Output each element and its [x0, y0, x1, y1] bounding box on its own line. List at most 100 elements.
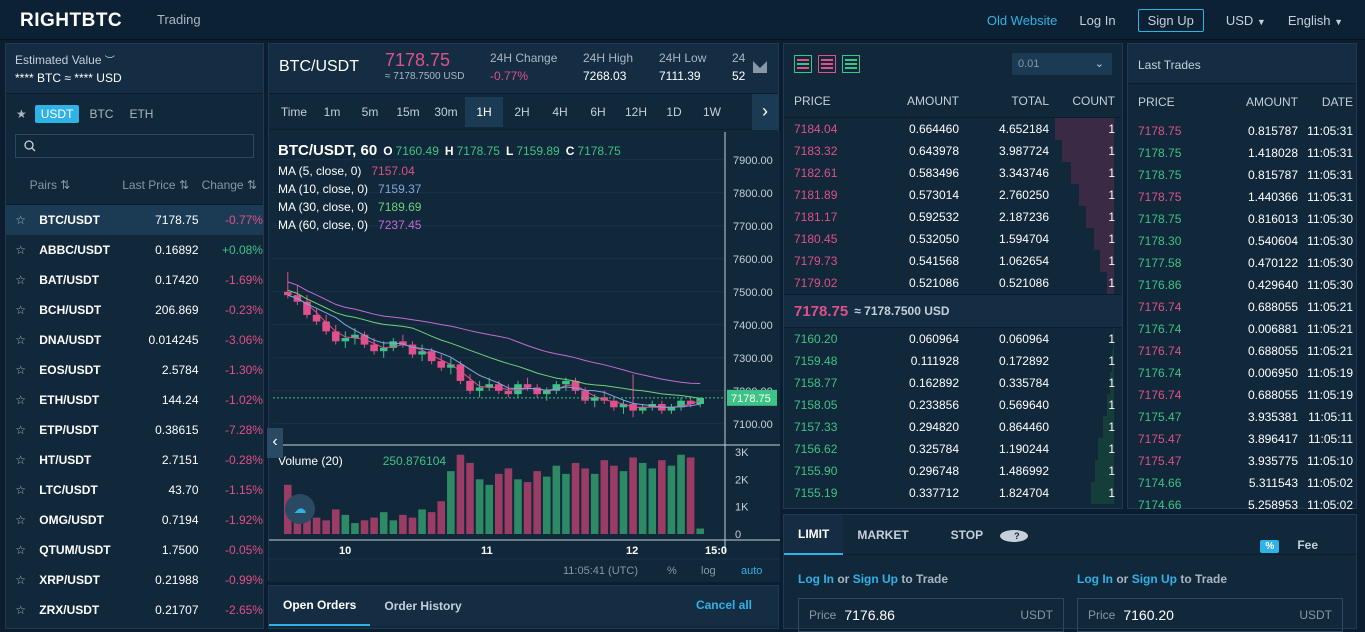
- star-icon[interactable]: ☆: [15, 453, 27, 467]
- chart-footer-auto[interactable]: auto: [741, 565, 762, 577]
- pair-row[interactable]: ☆ ZRX/USDT 0.21707 -2.65%: [6, 595, 263, 625]
- favorites-star-icon[interactable]: ★: [16, 107, 27, 121]
- buy-price-input[interactable]: Price 7176.86 USDT: [798, 598, 1064, 632]
- login-link[interactable]: Log In: [1079, 12, 1116, 28]
- col-pairs[interactable]: Pairs ⇅: [29, 177, 71, 192]
- pair-row[interactable]: ☆ QTUM/USDT 1.7500 -0.05%: [6, 535, 263, 565]
- depth-bar: [1103, 416, 1114, 438]
- tab-open-orders[interactable]: Open Orders: [269, 586, 371, 626]
- star-icon[interactable]: ☆: [15, 483, 27, 497]
- book-row[interactable]: 7155.90 0.296748 1.486992 1: [784, 460, 1122, 482]
- book-row[interactable]: 7159.48 0.111928 0.172892 1: [784, 350, 1122, 372]
- book-view-bids-icon[interactable]: [842, 55, 860, 73]
- star-icon[interactable]: ☆: [15, 573, 27, 587]
- precision-select[interactable]: 0.01 ⌄: [1012, 53, 1112, 75]
- timeframe-1h[interactable]: 1H: [465, 96, 503, 127]
- chart-svg[interactable]: 7900.00 7800.00 7700.00 7600.00 7500.00 7400.…: [269, 132, 780, 582]
- pair-row[interactable]: ☆ XRP/USDT 0.21988 -0.99%: [6, 565, 263, 595]
- timeframe-4h[interactable]: 4H: [552, 104, 568, 119]
- chart-footer-log[interactable]: log: [701, 565, 716, 577]
- book-row[interactable]: 7157.33 0.294820 0.864460 1: [784, 416, 1122, 438]
- star-icon[interactable]: ☆: [15, 363, 27, 377]
- book-view-asks-icon[interactable]: [818, 55, 836, 73]
- book-row[interactable]: 7179.02 0.521086 0.521086 1: [784, 272, 1122, 294]
- sell-login-link[interactable]: Log In: [1077, 572, 1113, 586]
- timeframe-2h[interactable]: 2H: [514, 104, 530, 119]
- sell-signup-link[interactable]: Sign Up: [1131, 572, 1178, 586]
- book-row[interactable]: 7180.45 0.532050 1.594704 1: [784, 228, 1122, 250]
- tab-order-history[interactable]: Order History: [384, 599, 462, 613]
- book-row[interactable]: 7183.32 0.643978 3.987724 1: [784, 140, 1122, 162]
- market-tab-btc[interactable]: BTC: [89, 107, 114, 121]
- pair-row[interactable]: ☆ DNA/USDT 0.014245 -3.06%: [6, 325, 263, 355]
- currency-select[interactable]: USD ▼: [1226, 13, 1266, 28]
- star-icon[interactable]: ☆: [15, 273, 27, 287]
- timeframe-15m[interactable]: 15m: [396, 104, 420, 119]
- star-icon[interactable]: ☆: [15, 303, 27, 317]
- book-row[interactable]: 7184.04 0.664460 4.652184 1: [784, 118, 1122, 140]
- star-icon[interactable]: ☆: [15, 513, 27, 527]
- pair-row[interactable]: ☆ BAT/USDT 0.17420 -1.69%: [6, 265, 263, 295]
- tab-limit[interactable]: LIMIT: [784, 514, 844, 555]
- pair-search-input[interactable]: [15, 134, 254, 158]
- cloud-icon[interactable]: ☁: [285, 494, 315, 524]
- collapse-icon[interactable]: [752, 58, 768, 74]
- book-row[interactable]: 7181.17 0.592532 2.187236 1: [784, 206, 1122, 228]
- eye-icon[interactable]: ︶: [104, 56, 115, 67]
- timeframe-6h[interactable]: 6H: [590, 104, 606, 119]
- candlestick-chart[interactable]: 7900.00 7800.00 7700.00 7600.00 7500.00 7400.…: [267, 132, 780, 582]
- pair-row[interactable]: ☆ ETP/USDT 0.38615 -7.28%: [6, 415, 263, 445]
- buy-login-link[interactable]: Log In: [798, 572, 834, 586]
- tab-stop[interactable]: STOP?: [923, 516, 1042, 554]
- timeframe-1w[interactable]: 1W: [703, 104, 721, 119]
- book-row[interactable]: 7182.61 0.583496 3.343746 1: [784, 162, 1122, 184]
- sell-price-input[interactable]: Price 7160.20 USDT: [1077, 598, 1343, 632]
- star-icon[interactable]: ☆: [15, 243, 27, 257]
- timeframe-1m[interactable]: 1m: [323, 104, 341, 119]
- book-row[interactable]: 7160.20 0.060964 0.060964 1: [784, 328, 1122, 350]
- timeframe-12h[interactable]: 12H: [624, 104, 647, 119]
- star-icon[interactable]: ☆: [15, 423, 27, 437]
- pair-row[interactable]: ☆ BTC/USDT 7178.75 -0.77%: [6, 205, 263, 235]
- pair-row[interactable]: ☆ LTC/USDT 43.70 -1.15%: [6, 475, 263, 505]
- market-tab-eth[interactable]: ETH: [129, 107, 154, 121]
- pair-row[interactable]: ☆ BCH/USDT 206.869 -0.23%: [6, 295, 263, 325]
- pair-row[interactable]: ☆ OMG/USDT 0.7194 -1.92%: [6, 505, 263, 535]
- cancel-all-button[interactable]: Cancel all: [695, 598, 752, 612]
- fee-link[interactable]: % Fee: [1246, 526, 1346, 566]
- signup-button[interactable]: Sign Up: [1137, 8, 1204, 32]
- pair-row[interactable]: ☆ HT/USDT 2.7151 -0.28%: [6, 445, 263, 475]
- star-icon[interactable]: ☆: [15, 393, 27, 407]
- star-icon[interactable]: ☆: [15, 333, 27, 347]
- timeframe-5m[interactable]: 5m: [361, 104, 379, 119]
- star-icon[interactable]: ☆: [15, 543, 27, 557]
- book-row[interactable]: 7179.73 0.541568 1.062654 1: [784, 250, 1122, 272]
- col-last-price[interactable]: Last Price ⇅: [122, 177, 189, 192]
- book-row[interactable]: 7158.05 0.233856 0.569640 1: [784, 394, 1122, 416]
- buy-signup-link[interactable]: Sign Up: [852, 572, 899, 586]
- chart-footer-pct[interactable]: %: [667, 565, 677, 577]
- logo[interactable]: RIGHTBTC: [20, 10, 123, 31]
- star-icon[interactable]: ☆: [15, 213, 27, 227]
- book-view-both-icon[interactable]: [794, 55, 812, 73]
- timeframe-30m[interactable]: 30m: [434, 104, 458, 119]
- pair-row[interactable]: ☆ ABBC/USDT 0.16892 +0.08%: [6, 235, 263, 265]
- market-tab-usdt[interactable]: USDT: [34, 105, 80, 123]
- book-row[interactable]: 7156.62 0.325784 1.190244 1: [784, 438, 1122, 460]
- chevron-left-icon[interactable]: ‹: [267, 428, 283, 458]
- tab-market[interactable]: MARKET: [857, 527, 909, 542]
- col-change[interactable]: Change ⇅: [201, 177, 257, 192]
- language-select[interactable]: English ▼: [1288, 13, 1343, 28]
- chevron-right-icon[interactable]: ›: [752, 94, 778, 130]
- book-row[interactable]: 7155.19 0.337712 1.824704 1: [784, 482, 1122, 504]
- help-icon[interactable]: ?: [1000, 529, 1029, 542]
- nav-trading[interactable]: Trading: [157, 12, 201, 27]
- pair-row[interactable]: ☆ EOS/USDT 2.5784 -1.30%: [6, 355, 263, 385]
- old-website-link[interactable]: Old Website: [986, 12, 1058, 28]
- pair-row[interactable]: ☆ ETH/USDT 144.24 -1.02%: [6, 385, 263, 415]
- timeframe-1d[interactable]: 1D: [666, 104, 682, 119]
- book-row[interactable]: 7181.89 0.573014 2.760250 1: [784, 184, 1122, 206]
- star-icon[interactable]: ☆: [15, 603, 27, 617]
- timeframe-time[interactable]: Time: [280, 104, 308, 119]
- book-row[interactable]: 7158.77 0.162892 0.335784 1: [784, 372, 1122, 394]
